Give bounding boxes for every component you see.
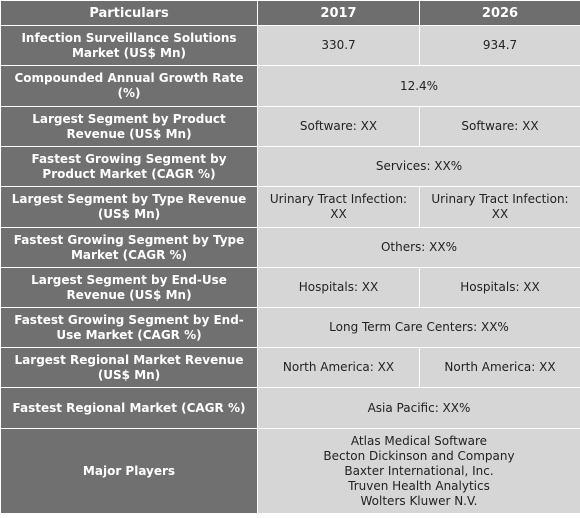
row-label: Fastest Growing Segment by End-Use Marke… [0, 307, 258, 348]
row-label: Largest Segment by Product Revenue (US$ … [0, 106, 258, 147]
table-row: Fastest Growing Segment by End-Use Marke… [0, 307, 580, 348]
row-label: Largest Segment by End-Use Revenue (US$ … [0, 267, 258, 308]
value-2026: Hospitals: XX [419, 267, 580, 308]
header-2026: 2026 [419, 0, 580, 26]
value-2017: 330.7 [257, 25, 420, 66]
header-2017: 2017 [257, 0, 420, 26]
table-row: Infection Surveillance Solutions Market … [0, 25, 580, 66]
value-merged: Others: XX% [257, 227, 580, 268]
row-label: Fastest Growing Segment by Type Market (… [0, 227, 258, 268]
table-row-players: Major Players Atlas Medical Software Bec… [0, 428, 580, 514]
list-item: Becton Dickinson and Company [323, 448, 515, 463]
table-row: Compounded Annual Growth Rate (%) 12.4% [0, 65, 580, 107]
row-label: Infection Surveillance Solutions Market … [0, 25, 258, 66]
row-label: Compounded Annual Growth Rate (%) [0, 65, 258, 107]
table-row: Largest Regional Market Revenue (US$ Mn)… [0, 347, 580, 388]
value-2026: Software: XX [419, 106, 580, 147]
value-2017: Urinary Tract Infection: XX [257, 186, 420, 228]
value-2017: Software: XX [257, 106, 420, 147]
row-label: Largest Segment by Type Revenue (US$ Mn) [0, 186, 258, 228]
list-item: Baxter International, Inc. [344, 463, 494, 478]
value-2017: North America: XX [257, 347, 420, 388]
list-item: Atlas Medical Software [350, 433, 488, 448]
table-row: Largest Segment by Type Revenue (US$ Mn)… [0, 186, 580, 228]
header-row: Particulars 2017 2026 [0, 0, 580, 26]
row-label: Largest Regional Market Revenue (US$ Mn) [0, 347, 258, 388]
value-2026: 934.7 [419, 25, 580, 66]
value-merged: Services: XX% [257, 146, 580, 187]
table-row: Largest Segment by Product Revenue (US$ … [0, 106, 580, 147]
value-2026: Urinary Tract Infection: XX [419, 186, 580, 228]
list-item: Truven Health Analytics [348, 478, 490, 493]
players-list: Atlas Medical Software Becton Dickinson … [257, 428, 580, 514]
header-particulars: Particulars [0, 0, 258, 26]
list-item: Wolters Kluwer N.V. [360, 493, 478, 508]
value-2026: North America: XX [419, 347, 580, 388]
table-row: Fastest Regional Market (CAGR %) Asia Pa… [0, 387, 580, 429]
value-merged: Asia Pacific: XX% [257, 387, 580, 429]
value-merged: 12.4% [257, 65, 580, 107]
table-row: Fastest Growing Segment by Type Market (… [0, 227, 580, 268]
row-label: Fastest Regional Market (CAGR %) [0, 387, 258, 429]
row-label: Fastest Growing Segment by Product Marke… [0, 146, 258, 187]
value-merged: Long Term Care Centers: XX% [257, 307, 580, 348]
table-row: Largest Segment by End-Use Revenue (US$ … [0, 267, 580, 308]
row-label: Major Players [0, 428, 258, 514]
value-2017: Hospitals: XX [257, 267, 420, 308]
table-row: Fastest Growing Segment by Product Marke… [0, 146, 580, 187]
